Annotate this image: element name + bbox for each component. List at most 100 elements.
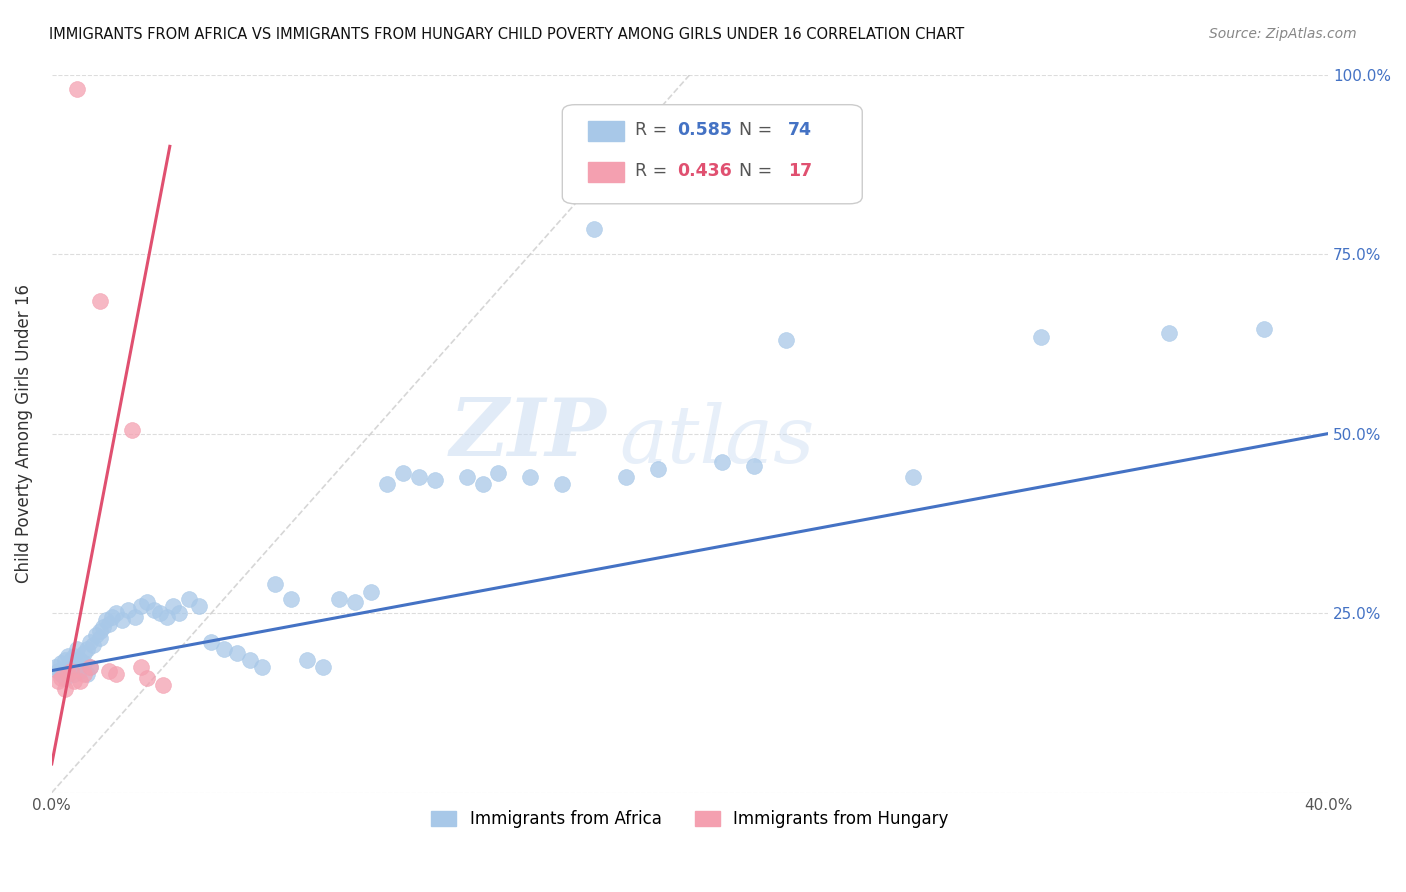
Point — [121, 423, 143, 437]
Point — [142, 602, 165, 616]
Point — [252, 660, 274, 674]
Point — [79, 660, 101, 674]
Text: IMMIGRANTS FROM AFRICA VS IMMIGRANTS FROM HUNGARY CHILD POVERTY AMONG GIRLS UNDE: IMMIGRANTS FROM AFRICA VS IMMIGRANTS FRO… — [49, 27, 965, 42]
Point — [53, 671, 76, 685]
Point — [129, 660, 152, 674]
Point — [408, 469, 430, 483]
Point — [46, 674, 69, 689]
FancyBboxPatch shape — [588, 121, 624, 141]
Point — [56, 667, 79, 681]
Point — [742, 458, 765, 473]
Point — [264, 577, 287, 591]
Point — [391, 466, 413, 480]
Text: 74: 74 — [789, 120, 813, 139]
Text: R =: R = — [636, 120, 673, 139]
Point — [375, 476, 398, 491]
Point — [89, 632, 111, 646]
Point — [583, 222, 606, 236]
Point — [136, 595, 159, 609]
Text: N =: N = — [728, 161, 778, 180]
Text: N =: N = — [728, 120, 778, 139]
Point — [212, 642, 235, 657]
Point — [239, 653, 262, 667]
Point — [66, 660, 89, 674]
Point — [101, 609, 124, 624]
Point — [98, 616, 121, 631]
Point — [56, 660, 79, 674]
Point — [63, 667, 86, 681]
Point — [94, 613, 117, 627]
Point — [614, 469, 637, 483]
Point — [710, 455, 733, 469]
Point — [63, 674, 86, 689]
Legend: Immigrants from Africa, Immigrants from Hungary: Immigrants from Africa, Immigrants from … — [425, 804, 955, 835]
Point — [104, 606, 127, 620]
Point — [177, 591, 200, 606]
Point — [76, 667, 98, 681]
Point — [91, 620, 114, 634]
Point — [136, 671, 159, 685]
Text: 0.436: 0.436 — [678, 161, 733, 180]
Point — [903, 469, 925, 483]
Point — [328, 591, 350, 606]
Point — [111, 613, 134, 627]
FancyBboxPatch shape — [562, 104, 862, 203]
Point — [56, 649, 79, 664]
Point — [86, 628, 108, 642]
Point — [225, 646, 247, 660]
Point — [423, 473, 446, 487]
Text: 0.585: 0.585 — [678, 120, 733, 139]
Point — [44, 660, 66, 674]
Point — [519, 469, 541, 483]
Text: R =: R = — [636, 161, 673, 180]
Point — [63, 649, 86, 664]
Point — [79, 660, 101, 674]
Text: Source: ZipAtlas.com: Source: ZipAtlas.com — [1209, 27, 1357, 41]
Point — [456, 469, 478, 483]
Point — [69, 664, 91, 678]
Point — [89, 293, 111, 308]
Point — [51, 657, 73, 671]
Point — [46, 664, 69, 678]
Point — [51, 671, 73, 685]
Point — [98, 664, 121, 678]
Point — [66, 82, 89, 96]
Point — [200, 635, 222, 649]
Y-axis label: Child Poverty Among Girls Under 16: Child Poverty Among Girls Under 16 — [15, 284, 32, 583]
Text: ZIP: ZIP — [450, 395, 607, 473]
Point — [79, 635, 101, 649]
Point — [488, 466, 510, 480]
Point — [149, 606, 172, 620]
Point — [73, 657, 96, 671]
Point — [1029, 329, 1052, 343]
Point — [73, 646, 96, 660]
Point — [59, 664, 82, 678]
Point — [51, 667, 73, 681]
Point — [89, 624, 111, 638]
Point — [187, 599, 209, 613]
Point — [53, 681, 76, 696]
Point — [117, 602, 139, 616]
Point — [69, 674, 91, 689]
Point — [76, 642, 98, 657]
Point — [280, 591, 302, 606]
Point — [59, 664, 82, 678]
Point — [82, 639, 104, 653]
Point — [73, 667, 96, 681]
Point — [124, 609, 146, 624]
Point — [53, 653, 76, 667]
Point — [471, 476, 494, 491]
Point — [551, 476, 574, 491]
Point — [162, 599, 184, 613]
Point — [69, 653, 91, 667]
Point — [360, 584, 382, 599]
Point — [129, 599, 152, 613]
Point — [104, 667, 127, 681]
Point — [312, 660, 335, 674]
Point — [775, 333, 797, 347]
Text: 17: 17 — [789, 161, 813, 180]
Text: atlas: atlas — [620, 402, 815, 480]
Point — [295, 653, 318, 667]
Point — [169, 606, 191, 620]
Point — [59, 653, 82, 667]
